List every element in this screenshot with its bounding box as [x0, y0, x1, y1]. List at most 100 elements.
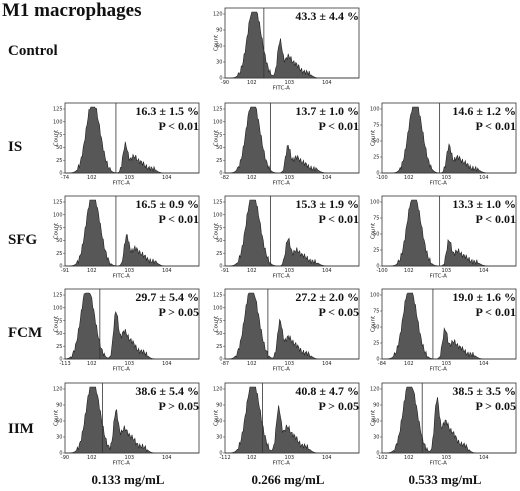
- row-label-is: IS: [8, 139, 23, 155]
- x-tick-label: -87: [221, 361, 229, 367]
- x-tick-label: 103: [285, 361, 295, 367]
- y-tick-label: 75: [373, 216, 379, 222]
- y-tick-label: 60: [373, 419, 379, 425]
- y-tick-label: 120: [213, 12, 223, 18]
- x-tick-label: 103: [442, 455, 452, 461]
- x-tick-label: -74: [61, 175, 69, 181]
- y-axis-label: Count: [54, 129, 60, 146]
- y-axis-label: Count: [54, 315, 60, 332]
- histogram-svg: 0 30 60 90 120 Count -90 102 103 104 FITC-A: [213, 7, 360, 92]
- x-tick-label: 102: [247, 455, 257, 461]
- histogram-panel: 0 25 50 75 100 Count -100 102 103 104 FITC-A 14.6 ±…: [370, 101, 520, 187]
- panel-stats: 29.7 ± 5.4 % P > 0.05: [135, 290, 199, 320]
- panel-stats: 38.6 ± 5.4 % P > 0.05: [135, 384, 199, 414]
- x-axis-label: FITC-A: [430, 181, 448, 187]
- histogram-svg: 0 25 50 75 100 Count -100 102 103 104 FITC-A: [370, 195, 517, 280]
- y-tick-label: 0: [59, 171, 62, 177]
- y-tick-label: 25: [216, 158, 222, 164]
- y-tick-label: 125: [53, 293, 63, 299]
- percentage-value: 38.5 ± 3.5 %: [452, 384, 516, 398]
- histogram-panel: 0 25 50 75 100 125 Count -113 102 103 104 FITC-A 29.…: [53, 287, 203, 373]
- y-axis-label: Count: [371, 222, 377, 239]
- y-tick-label: 0: [219, 357, 222, 363]
- y-tick-label: 100: [53, 306, 63, 312]
- x-tick-label: 102: [404, 361, 414, 367]
- x-tick-label: 103: [442, 361, 452, 367]
- panel-stats: 13.3 ± 1.0 % P < 0.01: [452, 197, 516, 227]
- percentage-value: 13.3 ± 1.0 %: [452, 197, 516, 211]
- histogram-panel: 0 30 60 90 120 Count -112 102 103 104 FITC-A 40.8 ±…: [213, 381, 363, 467]
- p-value: P < 0.05: [318, 305, 359, 319]
- p-value: P < 0.01: [475, 119, 516, 133]
- y-axis-label: Count: [214, 409, 220, 426]
- x-axis-label: FITC-A: [273, 86, 291, 92]
- histogram-area: [382, 292, 516, 360]
- x-tick-label: 103: [442, 175, 452, 181]
- y-tick-label: 0: [59, 357, 62, 363]
- x-tick-label: -102: [376, 455, 387, 461]
- x-tick-label: -82: [221, 175, 229, 181]
- y-tick-label: 25: [216, 344, 222, 350]
- x-tick-label: 102: [87, 175, 97, 181]
- x-tick-label: 104: [162, 268, 172, 274]
- percentage-value: 16.3 ± 1.5 %: [135, 104, 199, 118]
- x-tick-label: 103: [285, 268, 295, 274]
- histogram-panel: 0 30 60 90 120 Count -102 102 103 104 FITC-A 38.5 ±…: [370, 381, 520, 467]
- histogram-panel: 0 25 50 75 100 125 Count -74 102 103 104 FITC-A 16.3…: [53, 101, 203, 187]
- y-axis-label: Count: [214, 315, 220, 332]
- x-tick-label: 103: [285, 80, 295, 86]
- x-tick-label: -91: [61, 268, 69, 274]
- y-tick-label: 75: [373, 123, 379, 129]
- histogram-svg: 0 25 50 75 100 125 Count -87 102 103 104 FITC-A: [213, 288, 360, 373]
- histogram-area: [225, 292, 359, 360]
- y-tick-label: 90: [216, 403, 222, 409]
- percentage-value: 16.5 ± 0.9 %: [135, 197, 199, 211]
- y-tick-label: 50: [56, 145, 62, 151]
- y-tick-label: 50: [56, 331, 62, 337]
- y-tick-label: 0: [376, 451, 379, 457]
- x-axis-label: FITC-A: [430, 367, 448, 373]
- y-tick-label: 75: [56, 318, 62, 324]
- y-tick-label: 125: [213, 293, 223, 299]
- histogram-svg: 0 25 50 75 100 125 Count -74 102 103 104 FITC-A: [53, 102, 200, 187]
- x-tick-label: 104: [162, 361, 172, 367]
- row-label-control: Control: [8, 43, 58, 59]
- p-value: P > 0.05: [158, 305, 199, 319]
- y-tick-label: 0: [219, 451, 222, 457]
- y-tick-label: 125: [213, 107, 223, 113]
- x-tick-label: 104: [322, 455, 332, 461]
- percentage-value: 13.7 ± 1.0 %: [295, 104, 359, 118]
- histogram-area: [64, 292, 199, 360]
- x-tick-label: 103: [125, 455, 135, 461]
- x-tick-label: 104: [322, 175, 332, 181]
- panel-stats: 38.5 ± 3.5 % P > 0.05: [452, 384, 516, 414]
- x-tick-label: -112: [219, 455, 230, 461]
- histogram-area: [382, 386, 516, 454]
- y-tick-label: 60: [216, 419, 222, 425]
- x-tick-label: 104: [162, 455, 172, 461]
- histogram-svg: 0 30 60 90 120 Count -90 102 103 104 FITC-A: [53, 382, 200, 467]
- x-tick-label: 104: [162, 175, 172, 181]
- histogram-panel: 0 30 60 90 120 Count -90 102 103 104 FITC-A 43.3 ± …: [213, 6, 363, 92]
- panel-stats: 16.3 ± 1.5 % P < 0.01: [135, 104, 199, 134]
- x-tick-label: 104: [479, 361, 489, 367]
- x-tick-label: -113: [59, 361, 70, 367]
- x-tick-label: 103: [285, 455, 295, 461]
- p-value: P < 0.01: [318, 212, 359, 226]
- y-tick-label: 0: [59, 451, 62, 457]
- y-tick-label: 100: [370, 200, 380, 206]
- y-tick-label: 100: [213, 306, 223, 312]
- y-axis-label: Count: [214, 129, 220, 146]
- histogram-panel: 0 25 50 75 100 125 Count -91 102 103 104 FITC-A 16.5…: [53, 194, 203, 280]
- x-tick-label: 104: [322, 80, 332, 86]
- x-tick-label: 102: [247, 361, 257, 367]
- y-tick-label: 100: [370, 293, 380, 299]
- y-tick-label: 25: [56, 344, 62, 350]
- y-tick-label: 0: [219, 171, 222, 177]
- x-tick-label: 102: [247, 175, 257, 181]
- y-tick-label: 0: [376, 264, 379, 270]
- y-tick-label: 0: [376, 357, 379, 363]
- x-tick-label: 103: [125, 361, 135, 367]
- y-tick-label: 50: [373, 232, 379, 238]
- p-value: P > 0.05: [158, 399, 199, 413]
